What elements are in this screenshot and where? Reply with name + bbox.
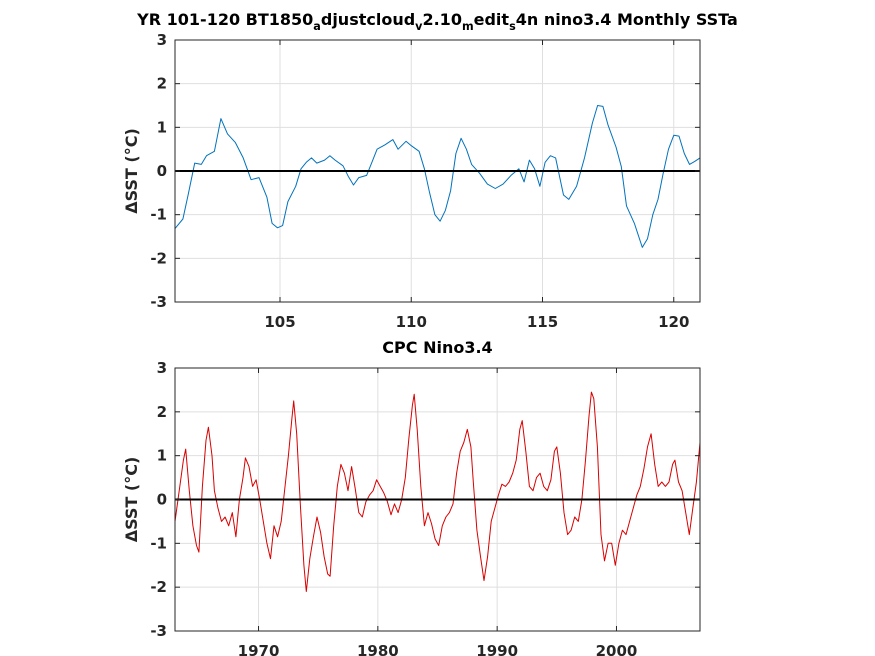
y-axis-label-prefix: ΔSST ( [122, 155, 141, 214]
y-tick-label: 3 [157, 359, 167, 377]
y-tick-label: 1 [157, 118, 167, 136]
title-segment: 4n nino3.4 Monthly SSTa [516, 10, 738, 29]
y-tick-label: -3 [150, 293, 167, 311]
y-axis-label-prefix: ΔSST ( [122, 484, 141, 543]
y-axis-label-suffix: ) [122, 128, 141, 135]
y-axis-label-suffix: ) [122, 457, 141, 464]
title-segment: YR 101-120 BT1850 [136, 10, 313, 29]
y-tick-label: 3 [157, 31, 167, 49]
chart-title: CPC Nino3.4 [382, 338, 492, 357]
chart-panel-1: 105 110 115 120 -3 -2 -1 0 1 2 3 ΔSST (°C) YR 101-12… [122, 10, 738, 331]
y-tick-label: -2 [150, 249, 167, 267]
title-subscript: v [415, 20, 423, 33]
x-tick-label: 1980 [357, 642, 399, 656]
title-segment: djustcloud [321, 10, 415, 29]
y-tick-label: 1 [157, 447, 167, 465]
x-tick-label: 2000 [596, 642, 638, 656]
y-tick-label: 2 [157, 403, 167, 421]
x-tick-label: 105 [264, 313, 295, 331]
y-axis-label-unit: °C [122, 136, 141, 156]
series-line-1 [174, 105, 701, 248]
x-tick-label: 110 [396, 313, 427, 331]
title-segment: 2.10 [422, 10, 461, 29]
title-segment: edit [474, 10, 510, 29]
x-tick-label: 120 [658, 313, 689, 331]
y-tick-label: -2 [150, 578, 167, 596]
y-tick-label: -3 [150, 622, 167, 640]
x-tick-label: 1970 [238, 642, 280, 656]
y-tick-label: 2 [157, 75, 167, 93]
y-axis-label-unit: °C [122, 464, 141, 484]
title-subscript: m [462, 20, 474, 33]
chart-title: YR 101-120 BT1850adjustcloudv2.10medits4… [136, 10, 738, 33]
y-axis-label: ΔSST (°C) [122, 457, 141, 543]
series-line-1 [174, 391, 701, 592]
y-tick-label: 0 [157, 491, 167, 509]
y-tick-label: -1 [150, 206, 167, 224]
y-tick-label: -1 [150, 534, 167, 552]
x-tick-label: 1990 [476, 642, 518, 656]
title-subscript: s [509, 20, 516, 33]
x-tick-label: 115 [527, 313, 558, 331]
title-subscript: a [313, 20, 321, 33]
chart-panel-2: 1970 1980 1990 2000 -3 -2 -1 0 1 2 3 ΔSST (°C) CPC N… [122, 338, 701, 656]
y-axis-label: ΔSST (°C) [122, 128, 141, 214]
y-tick-label: 0 [157, 162, 167, 180]
